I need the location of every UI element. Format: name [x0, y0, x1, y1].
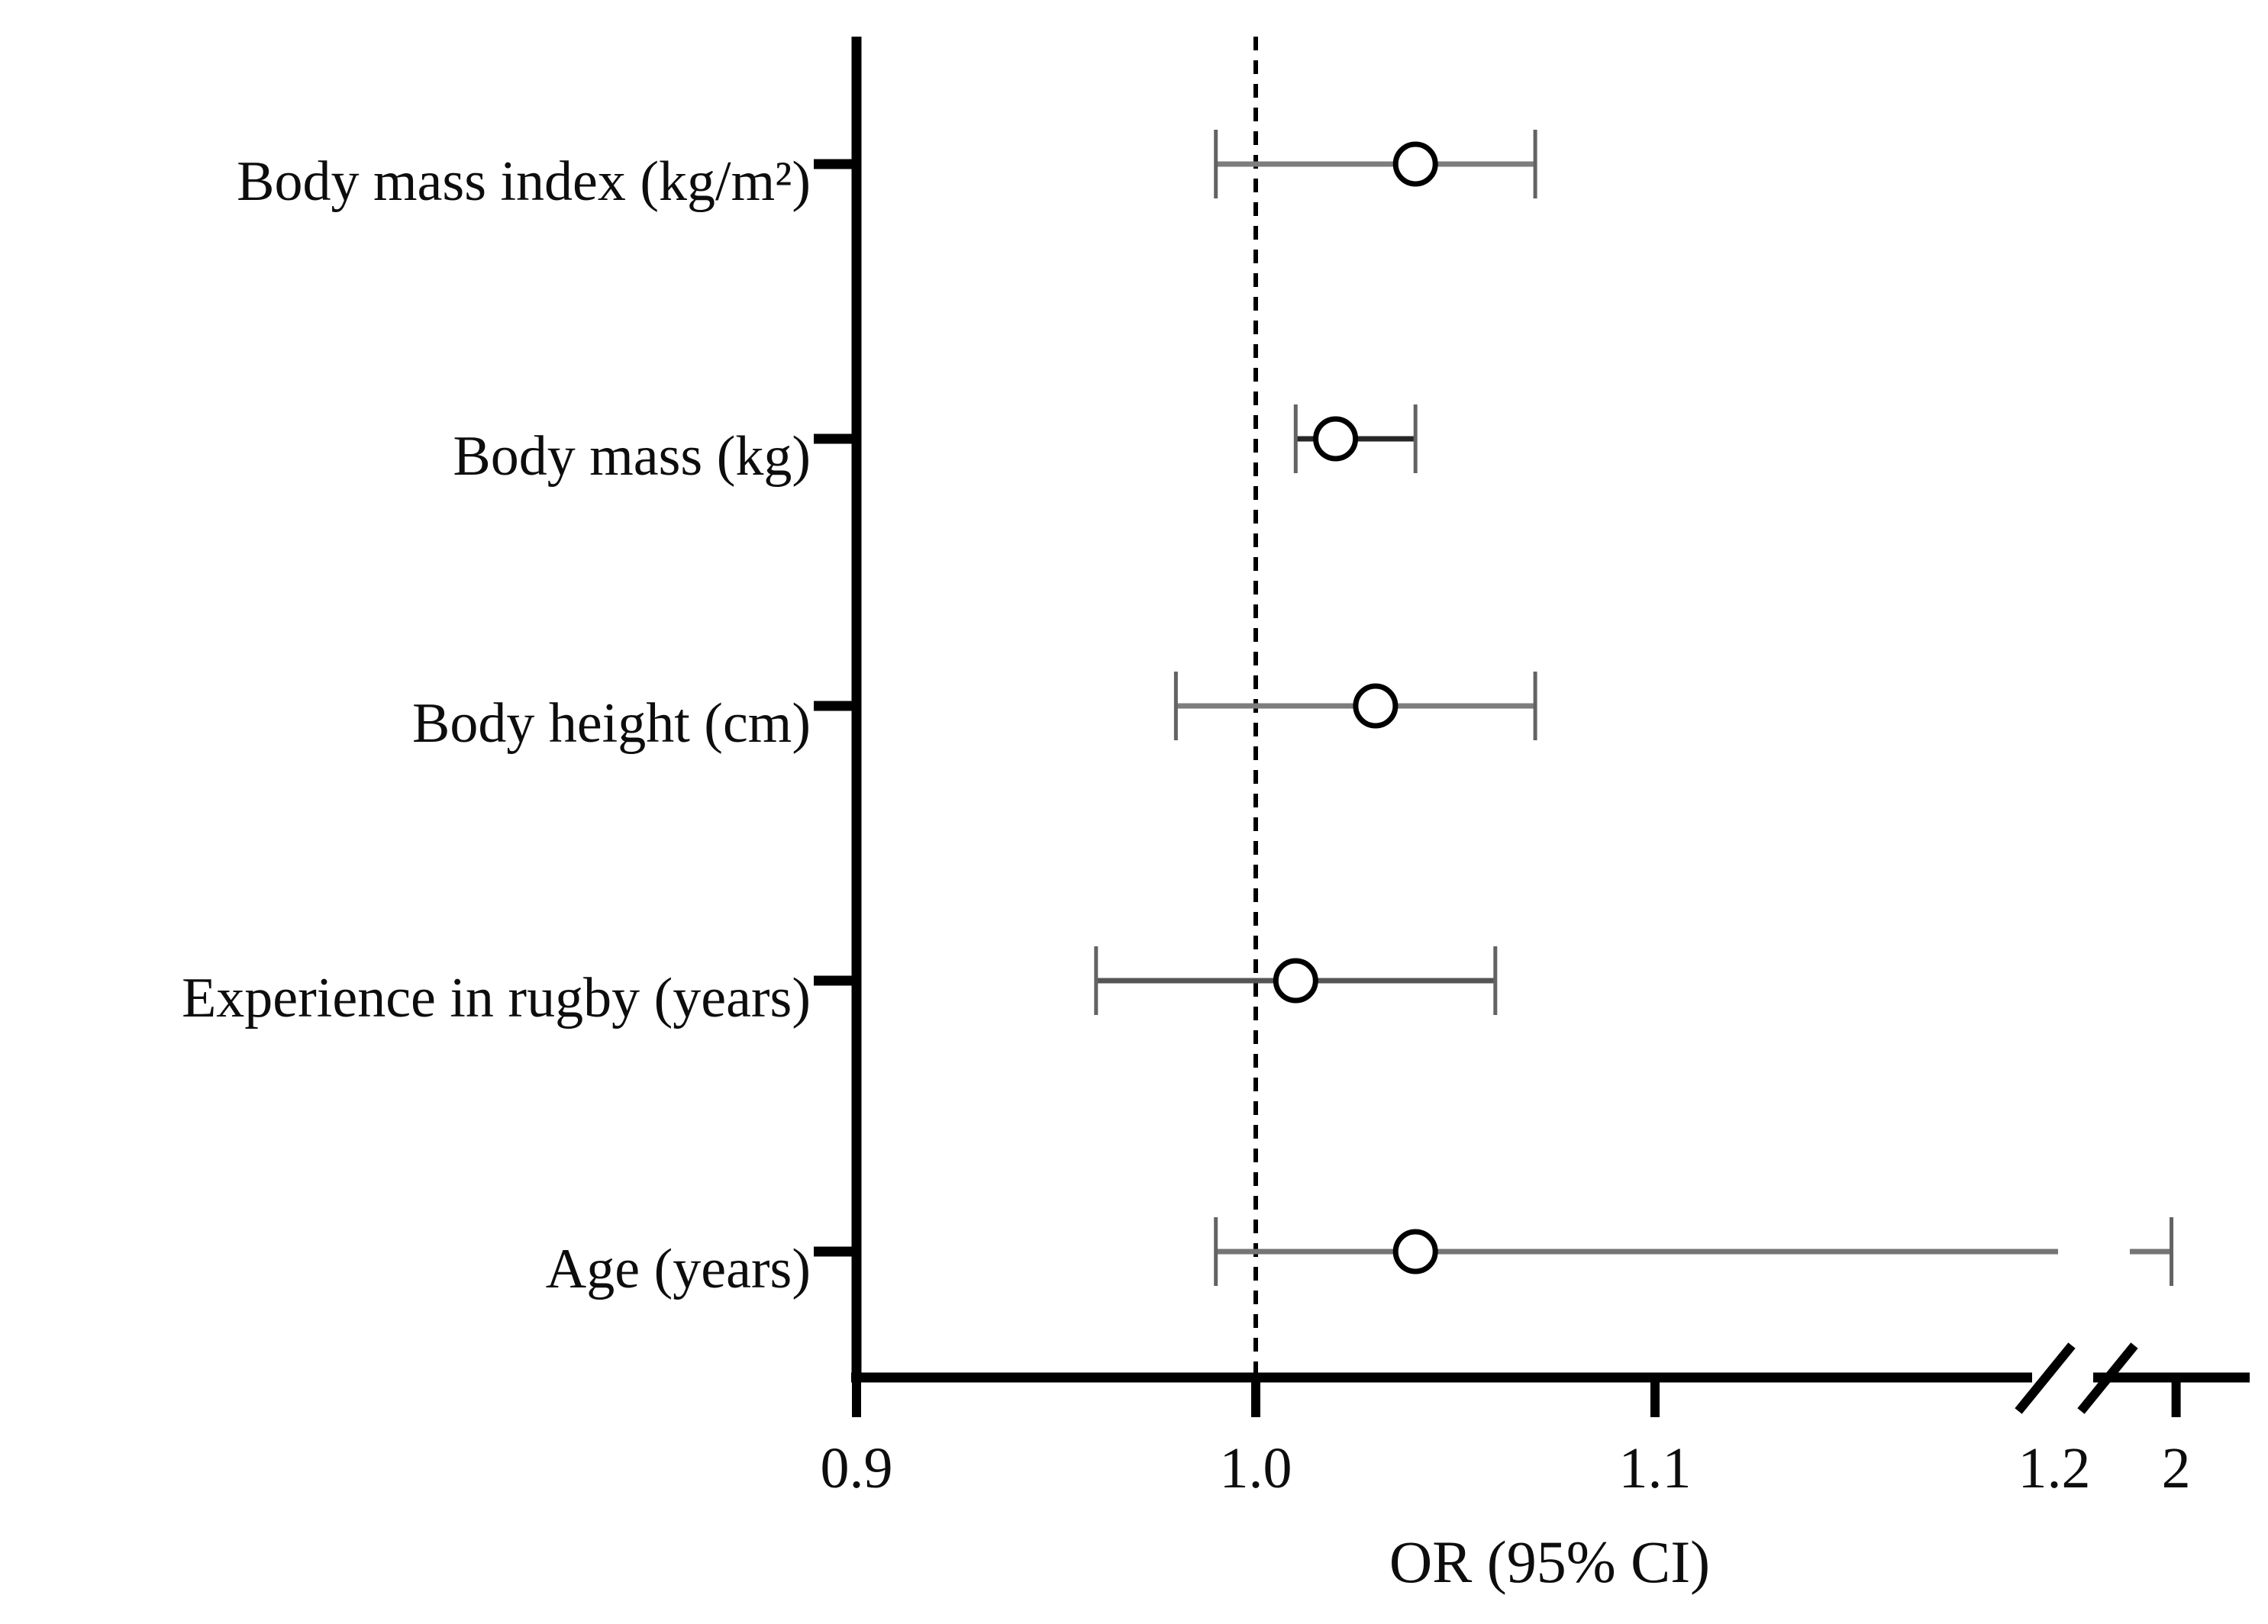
category-label: Body mass (kg): [453, 425, 811, 488]
axis-break-slash-1: [2015, 1342, 2076, 1414]
x-axis-title: OR (95% CI): [1389, 1529, 1711, 1595]
category-label: Age (years): [545, 1238, 811, 1300]
or-point-marker: [1392, 141, 1438, 187]
x-tick-label: 1.2: [2018, 1436, 2091, 1500]
category-label: Body mass index (kg/m²): [237, 150, 811, 213]
or-point-marker: [1273, 958, 1318, 1004]
x-tick-label: 1.0: [1219, 1436, 1292, 1500]
or-point-marker: [1392, 1229, 1438, 1274]
category-label: Body height (cm): [411, 692, 811, 755]
x-tick-label: 0.9: [820, 1436, 893, 1500]
or-point-marker: [1313, 416, 1359, 462]
x-tick-label: 1.1: [1618, 1436, 1692, 1500]
x-tick-label: 2: [2161, 1436, 2191, 1500]
axis-break-slash-2: [2077, 1342, 2138, 1414]
or-point-marker: [1353, 683, 1399, 729]
category-label: Experience in rugby (years): [182, 967, 811, 1030]
